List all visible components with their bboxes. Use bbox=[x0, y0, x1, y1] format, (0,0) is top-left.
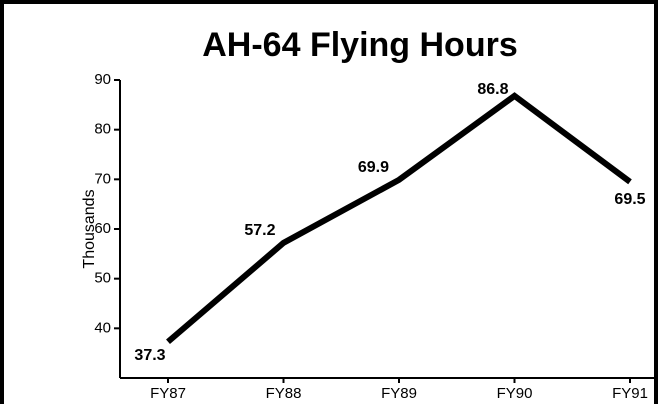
y-tick-label: 80 bbox=[94, 121, 111, 138]
data-label: 69.5 bbox=[614, 191, 645, 208]
chart-title: AH-64 Flying Hours bbox=[202, 26, 517, 64]
x-tick-label: FY87 bbox=[150, 385, 186, 402]
x-tick-label: FY88 bbox=[266, 385, 302, 402]
y-tick-label: 60 bbox=[94, 220, 111, 237]
y-tick-label: 40 bbox=[94, 319, 111, 336]
data-label: 69.9 bbox=[358, 159, 389, 176]
data-label: 57.2 bbox=[244, 222, 275, 239]
y-tick-label: 90 bbox=[94, 71, 111, 88]
x-tick-label: FY90 bbox=[497, 385, 533, 402]
y-tick-label: 50 bbox=[94, 270, 111, 287]
y-axis-label: Thousands bbox=[81, 189, 98, 268]
x-tick-label: FY89 bbox=[381, 385, 417, 402]
data-label: 86.8 bbox=[477, 81, 508, 98]
y-tick-label: 70 bbox=[94, 170, 111, 187]
x-tick-label: FY91 bbox=[612, 385, 648, 402]
data-label: 37.3 bbox=[134, 347, 165, 364]
line bbox=[166, 92, 632, 345]
